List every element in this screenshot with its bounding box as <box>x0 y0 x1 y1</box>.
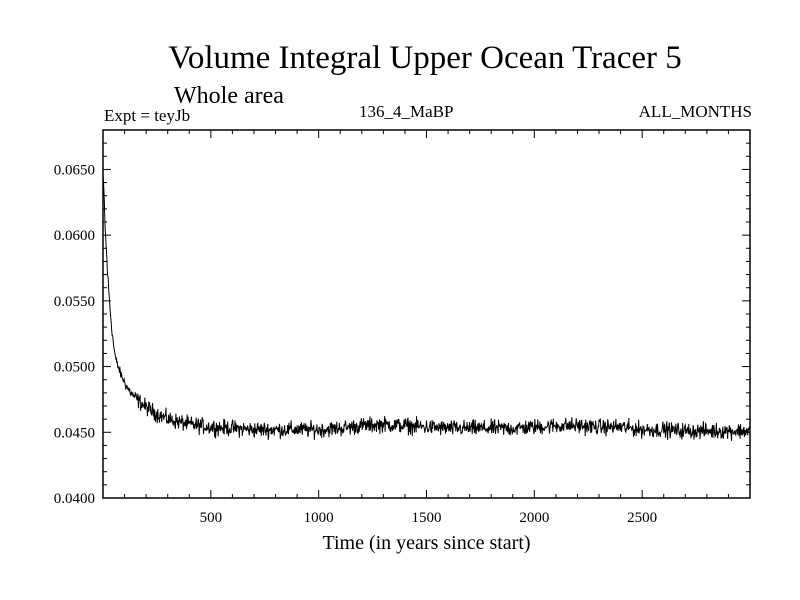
x-axis-label: Time (in years since start) <box>322 532 530 554</box>
x-tick-label: 1500 <box>412 510 442 526</box>
run-label: 136_4_MaBP <box>359 102 454 121</box>
y-tick-label: 0.0450 <box>54 425 95 441</box>
series-line <box>102 175 751 441</box>
x-tick-label: 2500 <box>627 510 657 526</box>
chart-subtitle: Whole area <box>174 83 284 109</box>
x-tick-label: 1000 <box>304 510 334 526</box>
y-tick-label: 0.0500 <box>54 360 95 376</box>
x-tick-label: 2000 <box>519 510 549 526</box>
x-tick-label: 500 <box>200 510 223 526</box>
months-label: ALL_MONTHS <box>638 102 752 121</box>
experiment-label: Expt = teyJb <box>104 106 191 125</box>
y-tick-label: 0.0650 <box>54 162 95 178</box>
y-tick-label: 0.0550 <box>54 294 95 310</box>
chart-title: Volume Integral Upper Ocean Tracer 5 <box>168 40 682 76</box>
y-tick-label: 0.0400 <box>54 491 95 507</box>
y-tick-label: 0.0600 <box>54 228 95 244</box>
axis-layer: 500 1000 1500 2000 2500 0.0400 0.0450 0.0500 0.0… <box>54 129 750 526</box>
series-layer <box>102 175 751 441</box>
plot-frame <box>102 129 751 499</box>
